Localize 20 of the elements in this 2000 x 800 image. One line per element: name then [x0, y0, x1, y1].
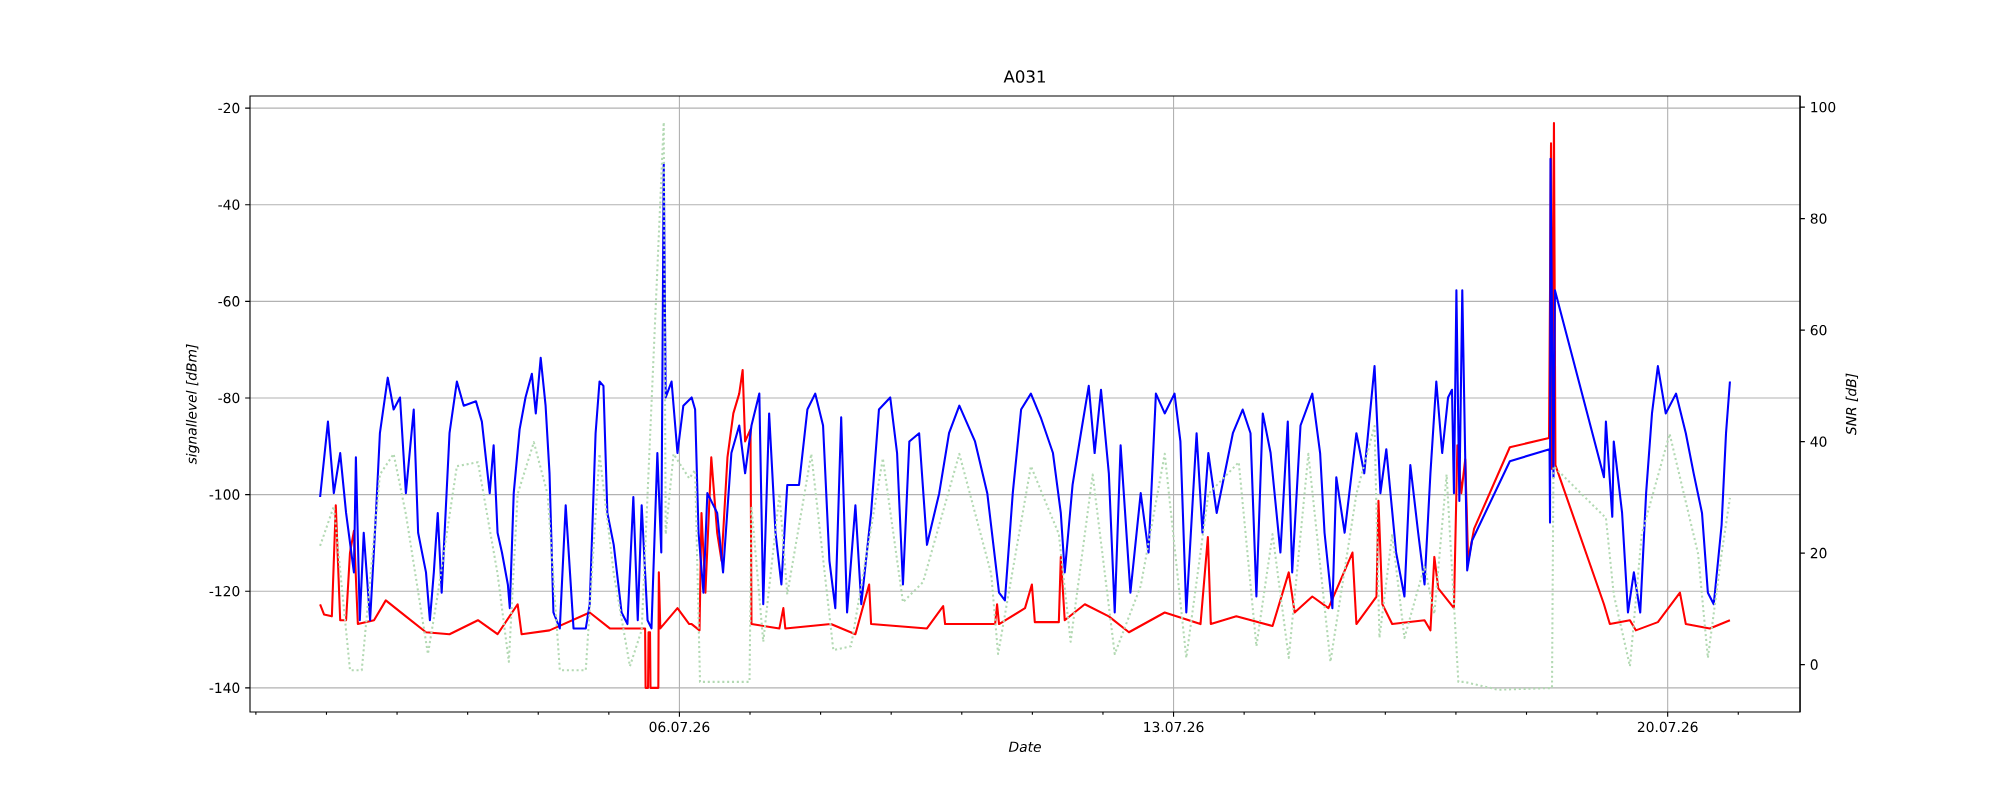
y2-tick-label: 20: [1810, 547, 1827, 559]
chart-title: A031: [1003, 70, 1045, 83]
x-tick-label: 20.07.26: [1637, 721, 1698, 733]
y-tick-label: -120: [209, 585, 240, 597]
y-tick-label: -80: [218, 392, 240, 404]
y2-axis-title: SNR [dB]: [1845, 373, 1859, 436]
y2-tick-label: 40: [1810, 436, 1827, 447]
y2-tick-label: 80: [1810, 213, 1827, 224]
y-axis-title: signallevel [dBm]: [185, 344, 200, 465]
y-tick-label: -100: [209, 489, 240, 500]
y-tick-label: -40: [218, 199, 240, 210]
x-axis-title: Date: [1008, 741, 1041, 752]
y2-tick-label: 100: [1811, 101, 1836, 113]
x-tick-label: 13.07.26: [1144, 721, 1204, 733]
y-tick-label: -140: [209, 682, 240, 694]
y-tick-label: -20: [218, 102, 240, 114]
y2-tick-label: 60: [1810, 324, 1827, 336]
x-tick-label: 06.07.26: [649, 721, 710, 733]
y-tick-label: -60: [218, 296, 240, 307]
y2-tick-label: 0: [1810, 659, 1818, 670]
